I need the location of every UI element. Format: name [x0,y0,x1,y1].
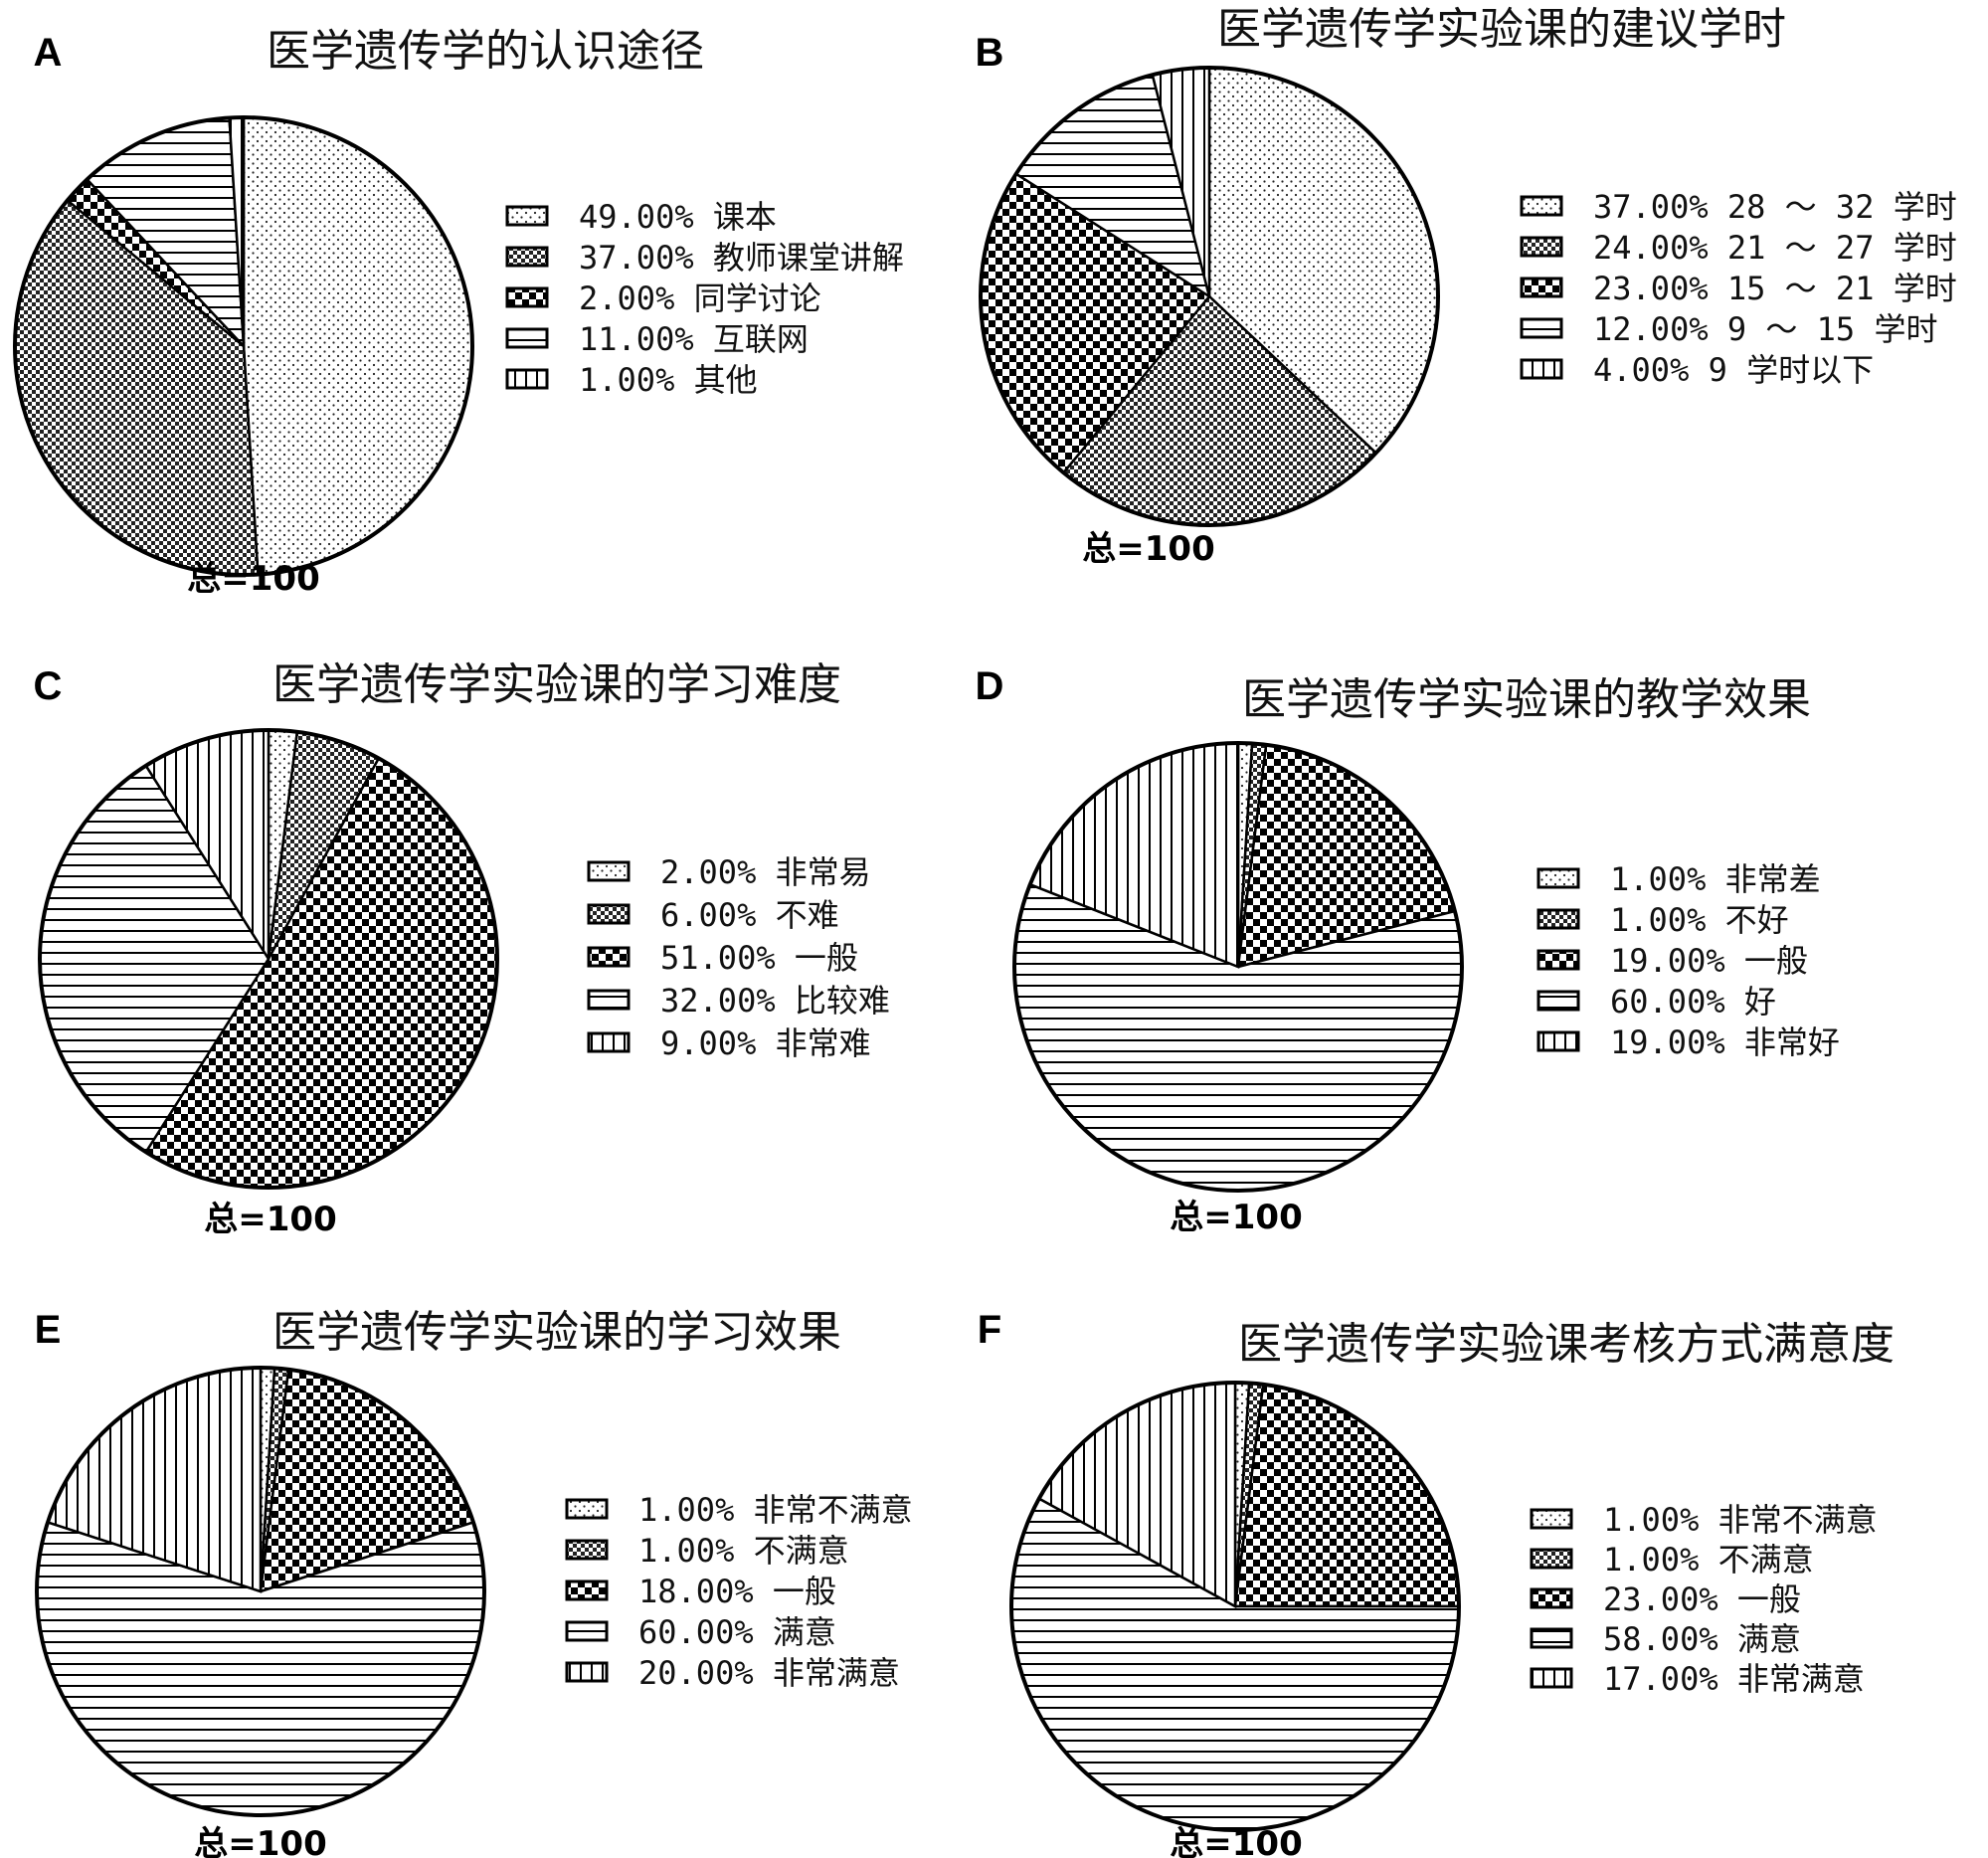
panel-letter: E [35,1308,62,1352]
legend-swatch [587,1031,631,1053]
legend-swatch [1530,1627,1573,1649]
legend-label: 12.00% 9 ～ 15 学时 [1593,310,1937,348]
legend-label: 37.00% 教师课堂讲解 [579,239,904,277]
legend-swatch [505,327,549,349]
legend-label: 1.00% 非常不满意 [638,1491,913,1529]
legend-label: 9.00% 非常难 [660,1024,871,1062]
chart-title: 医学遗传学实验课的学习难度 [272,659,841,710]
panel-letter: D [976,664,1004,708]
legend-label: 11.00% 互联网 [579,320,809,358]
legend-label: 23.00% 一般 [1603,1580,1801,1618]
total-label: 总=100 [1170,1824,1302,1858]
legend-swatch [1536,908,1580,930]
total-label: 总=100 [194,1824,326,1858]
chart-title: 医学遗传学实验课的学习效果 [272,1307,841,1358]
legend-swatch [505,286,549,308]
legend-label: 1.00% 非常不满意 [1603,1501,1878,1539]
legend-swatch [1530,1548,1573,1570]
pie-slice-1 [242,115,474,576]
legend-swatch [1530,1508,1573,1530]
total-label: 总=100 [1170,1198,1302,1237]
legend-swatch [1530,1667,1573,1689]
legend-label: 51.00% 一般 [660,939,858,977]
total-label: 总=100 [204,1200,336,1239]
total-label: 总=100 [187,559,319,599]
legend-swatch [587,946,631,968]
legend-label: 32.00% 比较难 [660,982,890,1020]
pie-outline [979,66,1440,527]
legend-swatch [587,989,631,1011]
legend-swatch [1530,1587,1573,1609]
pie-outline [1009,1381,1461,1832]
legend-swatch [565,1539,609,1561]
legend-label: 23.00% 15 ～ 21 学时 [1593,270,1957,307]
legend-swatch [565,1579,609,1601]
legend-swatch [505,368,549,390]
pie-outline [38,728,499,1190]
legend-label: 1.00% 不满意 [1603,1541,1814,1579]
chart-title: 医学遗传学实验课考核方式满意度 [1238,1319,1895,1370]
legend-swatch [1520,317,1563,339]
legend-swatch [505,205,549,227]
legend-label: 4.00% 9 学时以下 [1593,351,1874,389]
legend-swatch [565,1620,609,1642]
panel-letter: C [34,664,63,708]
legend-swatch [1520,358,1563,380]
legend-label: 49.00% 课本 [579,198,777,236]
panel-letter: F [978,1308,1001,1352]
legend-swatch [1520,195,1563,217]
pie-outline [13,115,474,577]
legend-label: 1.00% 非常差 [1610,860,1821,898]
legend-label: 37.00% 28 ～ 32 学时 [1593,188,1957,226]
legend-label: 18.00% 一般 [638,1573,836,1610]
total-label: 总=100 [1082,529,1214,569]
legend-label: 2.00% 同学讨论 [579,279,821,317]
pie-panel-c: C 医学遗传学实验课的学习难度 2.00% 非常易 6.00% 不难 51.00% 一般… [34,659,890,1239]
legend-swatch [565,1661,609,1683]
chart-title: 医学遗传学实验课的教学效果 [1242,674,1811,725]
legend-label: 17.00% 非常满意 [1603,1660,1865,1698]
legend-swatch [505,246,549,268]
legend-label: 60.00% 好 [1610,983,1776,1021]
legend-label: 1.00% 不好 [1610,901,1789,939]
legend-swatch [1520,236,1563,258]
legend-swatch [1536,867,1580,889]
pie-outline [35,1366,486,1817]
pie-slice-3 [1233,1383,1461,1608]
legend-swatch [565,1498,609,1520]
legend-label: 2.00% 非常易 [660,853,871,891]
legend-swatch [587,903,631,925]
legend-label: 19.00% 一般 [1610,942,1808,980]
legend-label: 58.00% 满意 [1603,1620,1801,1658]
legend-label: 1.00% 其他 [579,361,758,399]
chart-title: 医学遗传学的认识途径 [267,26,704,77]
legend-label: 20.00% 非常满意 [638,1654,900,1692]
legend-swatch [1536,949,1580,971]
legend-swatch [1536,1030,1580,1052]
chart-title: 医学遗传学实验课的建议学时 [1217,4,1786,55]
panel-letter: A [34,31,63,75]
legend-label: 1.00% 不满意 [638,1532,849,1570]
legend-label: 6.00% 不难 [660,896,839,934]
pie-outline [1012,741,1464,1193]
panel-letter: B [976,31,1004,75]
legend-swatch [1536,990,1580,1012]
legend-label: 60.00% 满意 [638,1613,836,1651]
legend-swatch [587,860,631,882]
legend-swatch [1520,277,1563,298]
legend-label: 19.00% 非常好 [1610,1023,1840,1061]
legend-label: 24.00% 21 ～ 27 学时 [1593,229,1957,267]
